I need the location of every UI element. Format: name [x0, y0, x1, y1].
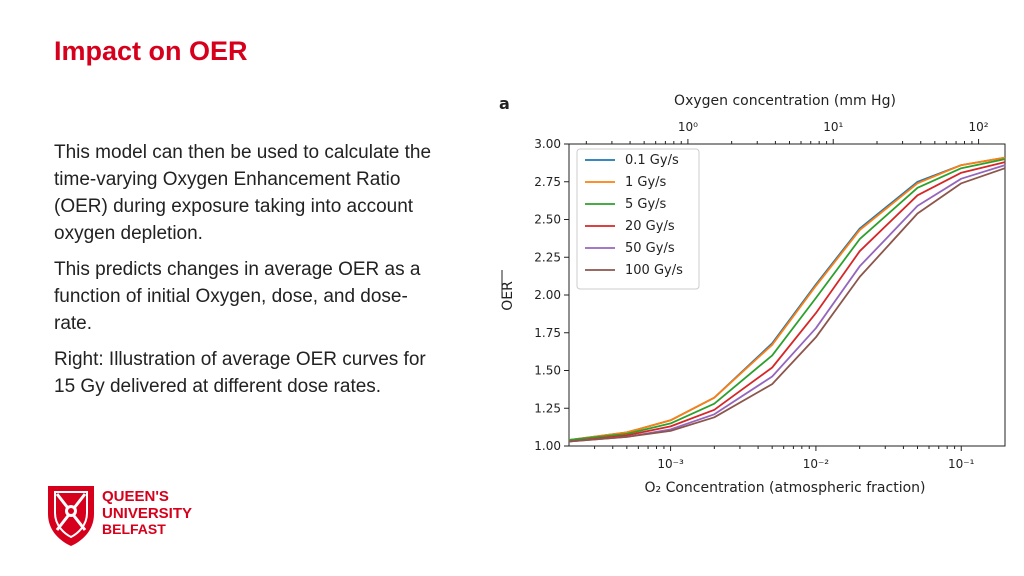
- panel-label: a: [499, 94, 510, 113]
- x-axis-label: O₂ Concentration (atmospheric fraction): [644, 480, 925, 496]
- oer-chart: a Oxygen concentration (mm Hg) O₂ Concen…: [499, 93, 1006, 496]
- y-tick-label: 1.75: [534, 326, 561, 340]
- y-tick-label: 2.00: [534, 288, 561, 302]
- series-line-2: [568, 158, 1006, 441]
- paragraph-predicts: This predicts changes in average OER as …: [54, 259, 421, 334]
- logo-line-2: UNIVERSITY: [102, 505, 192, 522]
- y-axis-label: OER: [500, 281, 516, 311]
- top-x-tick-label: 10⁰: [678, 120, 698, 134]
- secondary-x-axis-label: Oxygen concentration (mm Hg): [674, 93, 896, 109]
- x-tick-label: 10⁻²: [803, 457, 830, 471]
- legend-label-5: 100 Gy/s: [625, 263, 683, 278]
- paragraph-model: This model can then be used to calculate…: [54, 142, 432, 244]
- legend-label-1: 1 Gy/s: [625, 175, 667, 190]
- body-text: This model can then be used to calculate…: [54, 139, 434, 409]
- y-tick-label: 2.25: [534, 250, 561, 264]
- legend-label-4: 50 Gy/s: [625, 241, 675, 256]
- legend-label-0: 0.1 Gy/s: [625, 153, 679, 168]
- y-tick-label: 1.50: [534, 364, 561, 378]
- slide-title: Impact on OER: [54, 36, 248, 66]
- paragraph-illustration: Right: Illustration of average OER curve…: [54, 349, 426, 397]
- top-x-tick-label: 10¹: [823, 120, 843, 134]
- y-tick-label: 3.00: [534, 137, 561, 151]
- logo-line-3: BELFAST: [102, 521, 166, 537]
- y-tick-label: 1.00: [534, 439, 561, 453]
- legend-box: [576, 148, 700, 290]
- logo-line-1: QUEEN'S: [102, 488, 169, 505]
- y-tick-label: 1.25: [534, 401, 561, 415]
- series-line-5: [568, 167, 1006, 443]
- university-logo: QUEEN'S UNIVERSITY BELFAST: [46, 484, 216, 548]
- crest-icon: QUEEN'S UNIVERSITY BELFAST: [48, 486, 192, 546]
- y-tick-label: 2.50: [534, 213, 561, 227]
- x-tick-label: 10⁻³: [657, 457, 684, 471]
- series-line-3: [568, 161, 1006, 443]
- legend-label-2: 5 Gy/s: [625, 197, 667, 212]
- series-line-1: [568, 156, 1006, 441]
- top-x-tick-label: 10²: [969, 120, 989, 134]
- oer-figure: a Oxygen concentration (mm Hg) O₂ Concen…: [490, 84, 1020, 504]
- x-tick-label: 10⁻¹: [948, 457, 975, 471]
- legend-label-3: 20 Gy/s: [625, 219, 675, 234]
- y-tick-label: 2.75: [534, 175, 561, 189]
